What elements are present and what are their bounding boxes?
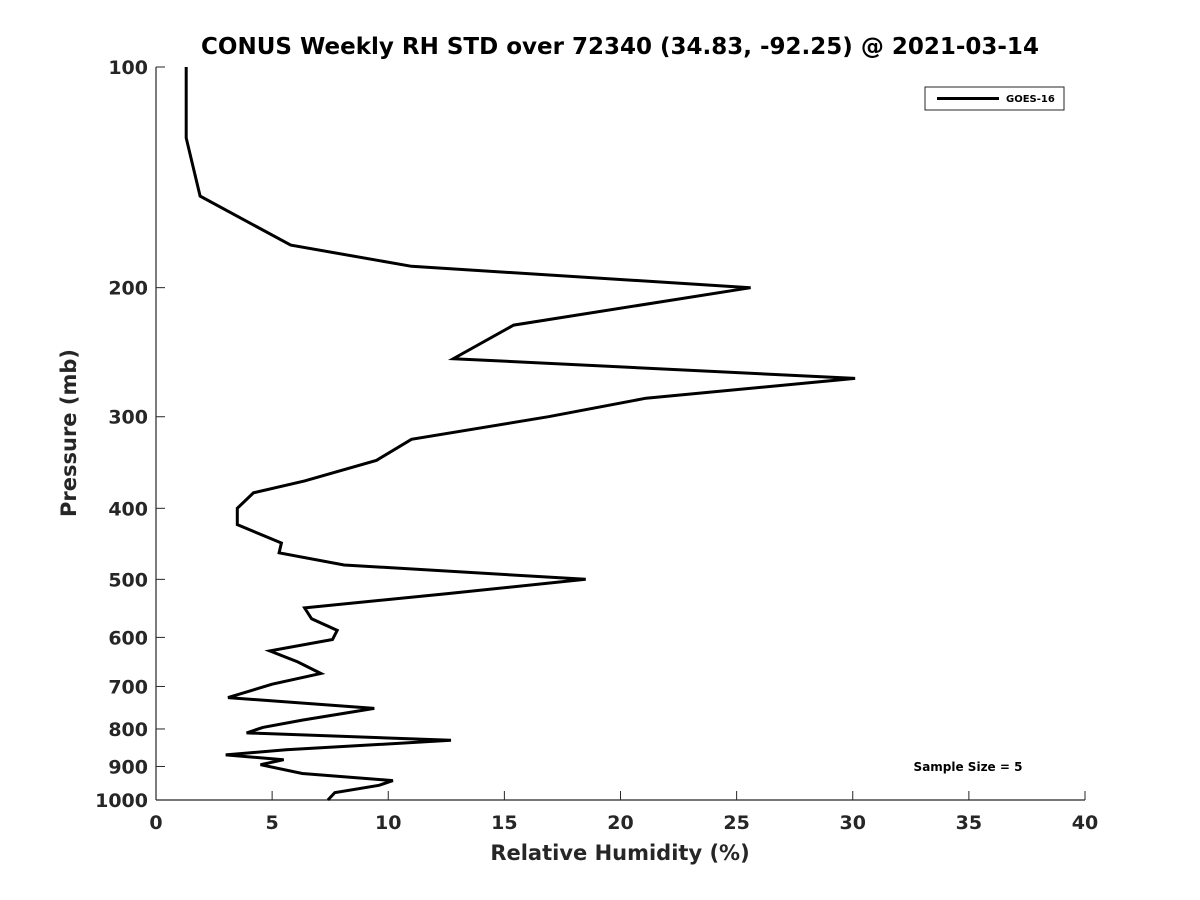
x-tick-label: 20 <box>607 812 633 834</box>
y-tick-label: 200 <box>108 278 148 300</box>
series-line-goes-16 <box>184 67 856 802</box>
y-tick-label: 500 <box>108 569 148 591</box>
plot-area <box>155 67 1085 801</box>
y-ticks: 100 200 300 400 500 600 700 800 900 1000 <box>95 57 165 812</box>
x-tick-label: 30 <box>840 812 866 834</box>
y-tick-label: 1000 <box>95 790 148 812</box>
x-axis-label: Relative Humidity (%) <box>490 841 749 865</box>
y-tick-label: 100 <box>108 57 148 79</box>
x-tick-label: 15 <box>491 812 517 834</box>
y-tick-label: 900 <box>108 756 148 778</box>
chart-title: CONUS Weekly RH STD over 72340 (34.83, -… <box>201 34 1039 60</box>
x-tick-label: 0 <box>149 812 162 834</box>
sample-size-annotation: Sample Size = 5 <box>914 760 1023 774</box>
y-tick-label: 300 <box>108 407 148 429</box>
x-tick-label: 10 <box>375 812 401 834</box>
legend-label: GOES-16 <box>1006 94 1055 105</box>
x-tick-label: 5 <box>266 812 279 834</box>
legend: GOES-16 <box>924 86 1065 111</box>
y-tick-label: 800 <box>108 719 148 741</box>
y-tick-label: 400 <box>108 498 148 520</box>
x-tick-label: 35 <box>956 812 982 834</box>
y-tick-label: 700 <box>108 676 148 698</box>
x-ticks: 0 5 10 15 20 25 30 35 40 <box>149 791 1098 834</box>
x-tick-label: 25 <box>723 812 749 834</box>
y-axis-label: Pressure (mb) <box>57 349 81 517</box>
series-layer <box>184 67 856 802</box>
x-tick-label: 40 <box>1072 812 1098 834</box>
y-tick-label: 600 <box>108 627 148 649</box>
